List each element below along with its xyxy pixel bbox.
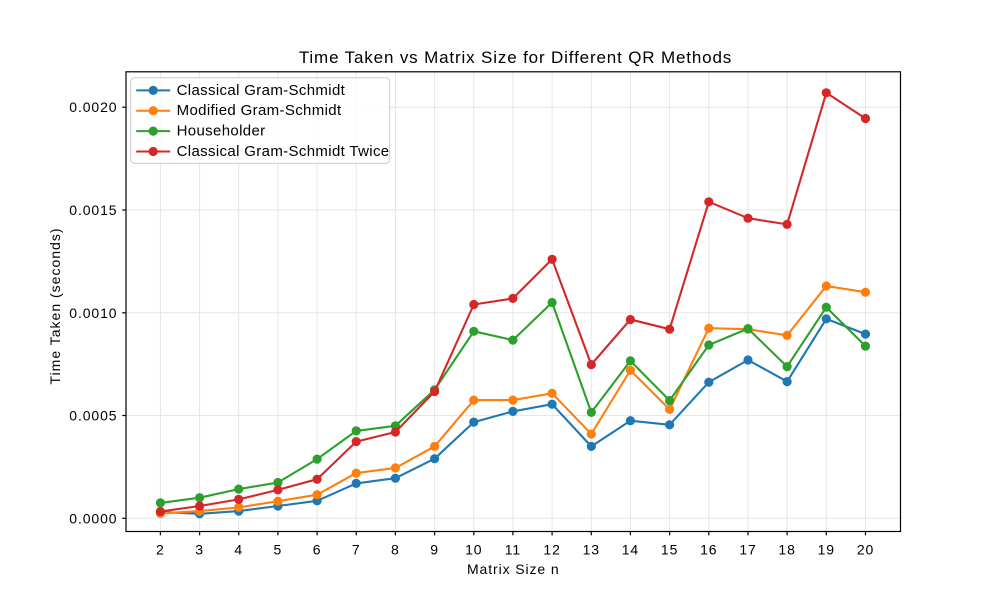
svg-text:Householder: Householder bbox=[177, 123, 266, 140]
svg-text:Classical Gram-Schmidt Twice: Classical Gram-Schmidt Twice bbox=[177, 143, 390, 160]
svg-text:8: 8 bbox=[391, 542, 400, 558]
svg-text:Modified Gram-Schmidt: Modified Gram-Schmidt bbox=[177, 102, 342, 119]
svg-text:18: 18 bbox=[778, 542, 795, 558]
svg-text:15: 15 bbox=[661, 542, 678, 558]
svg-text:0.0000: 0.0000 bbox=[69, 510, 117, 526]
svg-text:2: 2 bbox=[156, 542, 165, 558]
svg-text:0.0020: 0.0020 bbox=[69, 99, 117, 115]
svg-text:0.0005: 0.0005 bbox=[69, 408, 117, 424]
svg-text:7: 7 bbox=[352, 542, 361, 558]
svg-text:10: 10 bbox=[465, 542, 482, 558]
svg-text:13: 13 bbox=[583, 542, 600, 558]
svg-text:4: 4 bbox=[234, 542, 243, 558]
svg-text:16: 16 bbox=[700, 542, 717, 558]
svg-text:19: 19 bbox=[818, 542, 835, 558]
svg-text:3: 3 bbox=[195, 542, 204, 558]
svg-text:0.0010: 0.0010 bbox=[69, 305, 117, 321]
svg-text:11: 11 bbox=[505, 542, 521, 558]
svg-text:Time Taken (seconds): Time Taken (seconds) bbox=[47, 228, 63, 385]
svg-text:12: 12 bbox=[543, 542, 560, 558]
svg-text:Classical Gram-Schmidt: Classical Gram-Schmidt bbox=[177, 82, 346, 99]
svg-text:Matrix Size n: Matrix Size n bbox=[467, 561, 560, 577]
svg-text:14: 14 bbox=[622, 542, 639, 558]
svg-text:0.0015: 0.0015 bbox=[69, 202, 117, 218]
svg-text:6: 6 bbox=[313, 542, 322, 558]
svg-text:17: 17 bbox=[739, 542, 756, 558]
svg-text:9: 9 bbox=[430, 542, 439, 558]
svg-text:20: 20 bbox=[857, 542, 874, 558]
svg-text:5: 5 bbox=[274, 542, 283, 558]
svg-text:Time Taken vs Matrix Size for: Time Taken vs Matrix Size for Different … bbox=[299, 48, 732, 67]
